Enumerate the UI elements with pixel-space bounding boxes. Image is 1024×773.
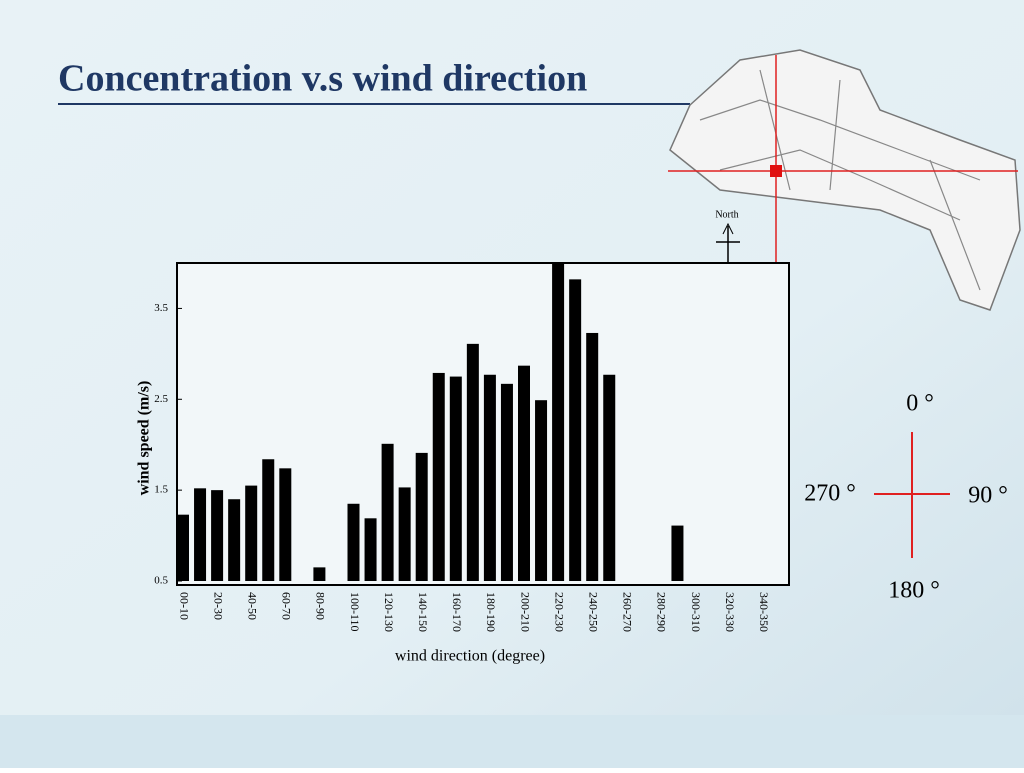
bar [228, 499, 241, 581]
x-tick-label: 80-90 [314, 592, 328, 620]
bar [245, 485, 258, 581]
x-tick-label: 240-250 [586, 592, 600, 632]
x-tick-label: 280-290 [655, 592, 669, 632]
bar [466, 343, 479, 581]
bar [364, 518, 377, 581]
bar [347, 503, 360, 581]
x-tick-label: 160-170 [450, 592, 464, 632]
x-tick-label: 100-110 [348, 592, 362, 632]
x-axis-label: wind direction (degree) [395, 648, 545, 665]
bar [211, 490, 224, 581]
bar [483, 374, 496, 581]
bar [552, 263, 565, 581]
x-tick-label: 120-130 [382, 592, 396, 632]
x-tick-label: 180-190 [484, 592, 498, 632]
bar [262, 459, 275, 581]
bar [194, 488, 207, 581]
bar [177, 514, 189, 581]
slide-title: Concentration v.s wind direction [58, 58, 587, 100]
compass-label: 270 ° [804, 481, 856, 507]
x-tick-label: 260-270 [621, 592, 635, 632]
bar [279, 468, 292, 581]
bar [518, 365, 530, 581]
compass: 0 ° 90 ° 180 ° 270 ° [804, 391, 1008, 604]
map: North [668, 49, 1021, 311]
bar [603, 374, 616, 581]
x-tick-label: 320-330 [723, 592, 737, 632]
footer-band [0, 715, 1024, 768]
chart: wind direction (degree) wind speed (m/s)… [136, 262, 790, 665]
x-tick-label: 60-70 [280, 592, 294, 620]
x-tick-label: 00-10 [177, 592, 191, 620]
y-tick-label: 3.5 [154, 302, 168, 314]
bar [415, 452, 428, 581]
bar [671, 525, 684, 581]
bar [535, 400, 548, 581]
compass-label: 180 ° [888, 578, 940, 604]
north-label: North [715, 209, 738, 220]
x-tick-label: 40-50 [245, 592, 259, 620]
bar [500, 383, 513, 581]
y-tick-label: 0.5 [154, 575, 168, 587]
x-tick-label: 340-350 [757, 592, 771, 632]
x-tick-label: 20-30 [211, 592, 225, 620]
bar [313, 567, 326, 581]
y-axis-label: wind speed (m/s) [136, 381, 153, 496]
compass-label: 0 ° [906, 391, 934, 417]
x-tick-label: 200-210 [518, 592, 532, 632]
compass-label: 90 ° [968, 483, 1008, 509]
bar [432, 372, 445, 581]
bar [381, 443, 394, 581]
bar [569, 279, 582, 581]
y-tick-label: 1.5 [154, 484, 168, 496]
x-tick-label: 140-150 [416, 592, 430, 632]
plot-frame [176, 262, 790, 586]
bar [449, 376, 462, 581]
x-tick-label: 300-310 [689, 592, 703, 632]
bar [398, 487, 411, 581]
y-tick-label: 2.5 [154, 393, 168, 405]
x-tick-label: 220-230 [552, 592, 566, 632]
bar [586, 332, 599, 581]
